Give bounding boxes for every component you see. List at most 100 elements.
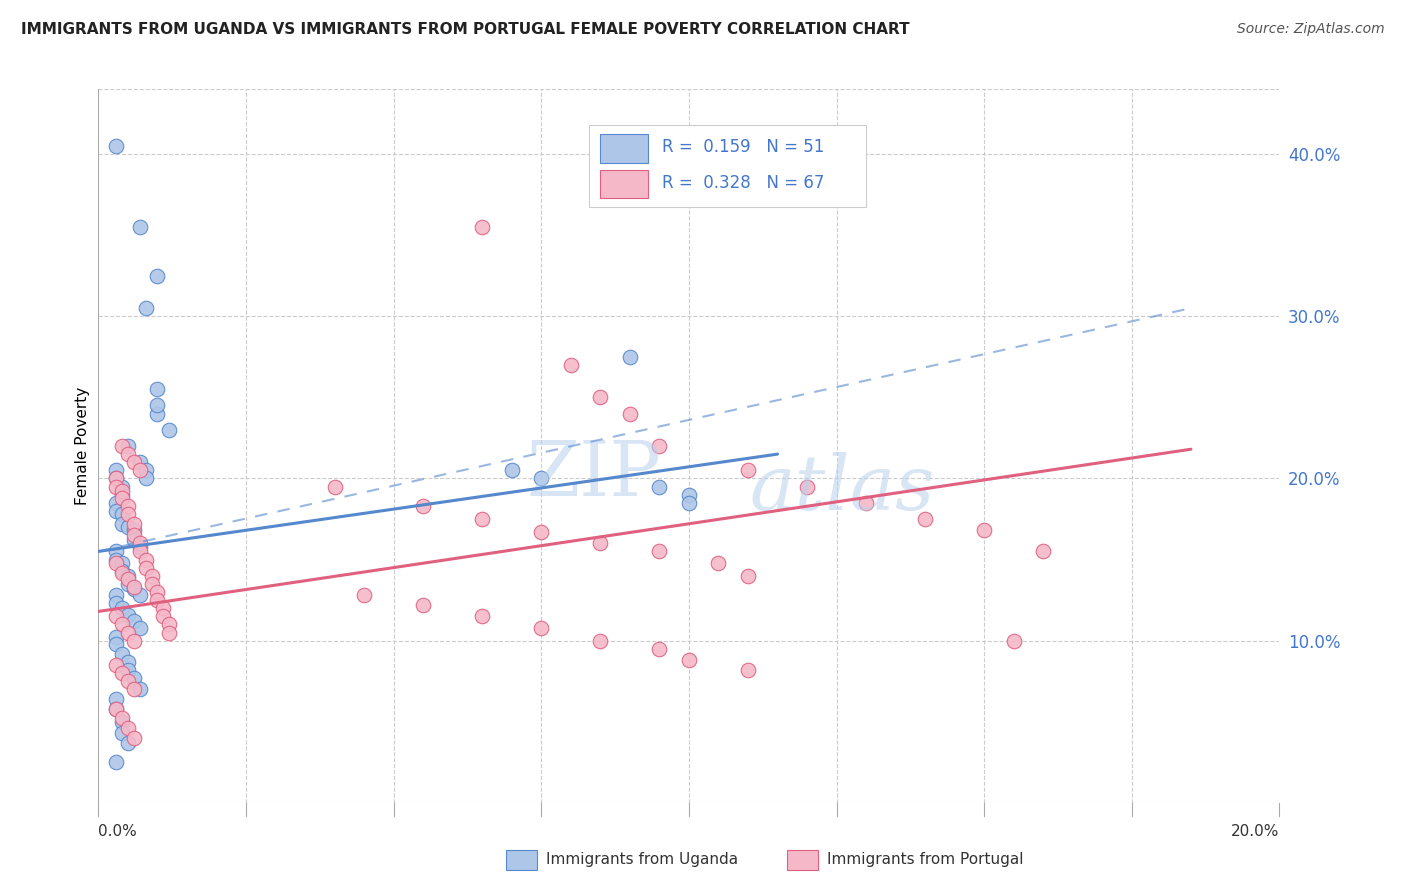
- Point: [105, 544, 128, 558]
- Point: [530, 621, 553, 635]
- Point: [105, 692, 128, 706]
- Point: [135, 560, 157, 574]
- Point: [157, 617, 180, 632]
- Text: ZIP: ZIP: [527, 438, 662, 511]
- Point: [117, 607, 139, 622]
- Point: [117, 663, 139, 677]
- Point: [128, 536, 150, 550]
- Point: [111, 439, 134, 453]
- Point: [678, 653, 700, 667]
- Point: [152, 609, 174, 624]
- Point: [117, 655, 139, 669]
- Point: [122, 582, 145, 596]
- Point: [146, 593, 169, 607]
- Point: [589, 536, 612, 550]
- Point: [128, 540, 150, 554]
- Point: [157, 625, 180, 640]
- Point: [146, 382, 169, 396]
- Point: [105, 504, 128, 518]
- Point: [117, 572, 139, 586]
- Point: [128, 621, 150, 635]
- Point: [122, 671, 145, 685]
- Point: [105, 471, 128, 485]
- Point: [412, 598, 434, 612]
- Point: [146, 268, 169, 283]
- Point: [105, 496, 128, 510]
- Point: [737, 463, 759, 477]
- Text: R =  0.159   N = 51: R = 0.159 N = 51: [662, 138, 824, 156]
- Point: [122, 533, 145, 547]
- FancyBboxPatch shape: [600, 134, 648, 162]
- Point: [855, 496, 877, 510]
- Point: [128, 455, 150, 469]
- Point: [530, 471, 553, 485]
- Point: [501, 463, 523, 477]
- Point: [135, 552, 157, 566]
- Point: [111, 516, 134, 531]
- Point: [128, 682, 150, 697]
- Point: [619, 350, 641, 364]
- Text: Immigrants from Portugal: Immigrants from Portugal: [827, 853, 1024, 867]
- Point: [111, 491, 134, 505]
- Point: [648, 641, 671, 656]
- Point: [135, 301, 157, 315]
- Point: [128, 588, 150, 602]
- Point: [105, 479, 128, 493]
- Point: [111, 484, 134, 499]
- Point: [122, 682, 145, 697]
- FancyBboxPatch shape: [589, 125, 866, 207]
- Point: [471, 609, 494, 624]
- Point: [648, 544, 671, 558]
- Point: [737, 568, 759, 582]
- Point: [796, 479, 818, 493]
- Point: [105, 702, 128, 716]
- Point: [589, 633, 612, 648]
- Point: [117, 447, 139, 461]
- Point: [737, 663, 759, 677]
- Point: [117, 499, 139, 513]
- Point: [353, 588, 375, 602]
- Point: [117, 520, 139, 534]
- Text: atlas: atlas: [749, 452, 935, 525]
- Point: [117, 577, 139, 591]
- Point: [141, 568, 163, 582]
- Point: [146, 399, 169, 413]
- Point: [973, 524, 995, 538]
- Point: [111, 601, 134, 615]
- Point: [111, 666, 134, 681]
- Point: [117, 625, 139, 640]
- Point: [914, 512, 936, 526]
- Point: [152, 601, 174, 615]
- Point: [105, 556, 128, 570]
- Point: [105, 588, 128, 602]
- Point: [678, 488, 700, 502]
- Point: [105, 657, 128, 672]
- Point: [117, 507, 139, 521]
- Point: [619, 407, 641, 421]
- Point: [111, 507, 134, 521]
- Point: [128, 544, 150, 558]
- Point: [111, 566, 134, 580]
- Point: [412, 499, 434, 513]
- Point: [105, 139, 128, 153]
- Point: [589, 390, 612, 404]
- Point: [105, 463, 128, 477]
- Point: [105, 552, 128, 566]
- Point: [157, 423, 180, 437]
- Y-axis label: Female Poverty: Female Poverty: [75, 387, 90, 505]
- Point: [122, 580, 145, 594]
- Point: [105, 637, 128, 651]
- Text: Immigrants from Uganda: Immigrants from Uganda: [546, 853, 738, 867]
- Point: [105, 609, 128, 624]
- Point: [323, 479, 346, 493]
- Point: [111, 488, 134, 502]
- Point: [105, 596, 128, 610]
- Point: [105, 756, 128, 770]
- Point: [111, 564, 134, 578]
- Text: R =  0.328   N = 67: R = 0.328 N = 67: [662, 174, 824, 192]
- Point: [111, 647, 134, 661]
- Point: [111, 711, 134, 725]
- Point: [122, 614, 145, 628]
- Point: [122, 516, 145, 531]
- Point: [1032, 544, 1054, 558]
